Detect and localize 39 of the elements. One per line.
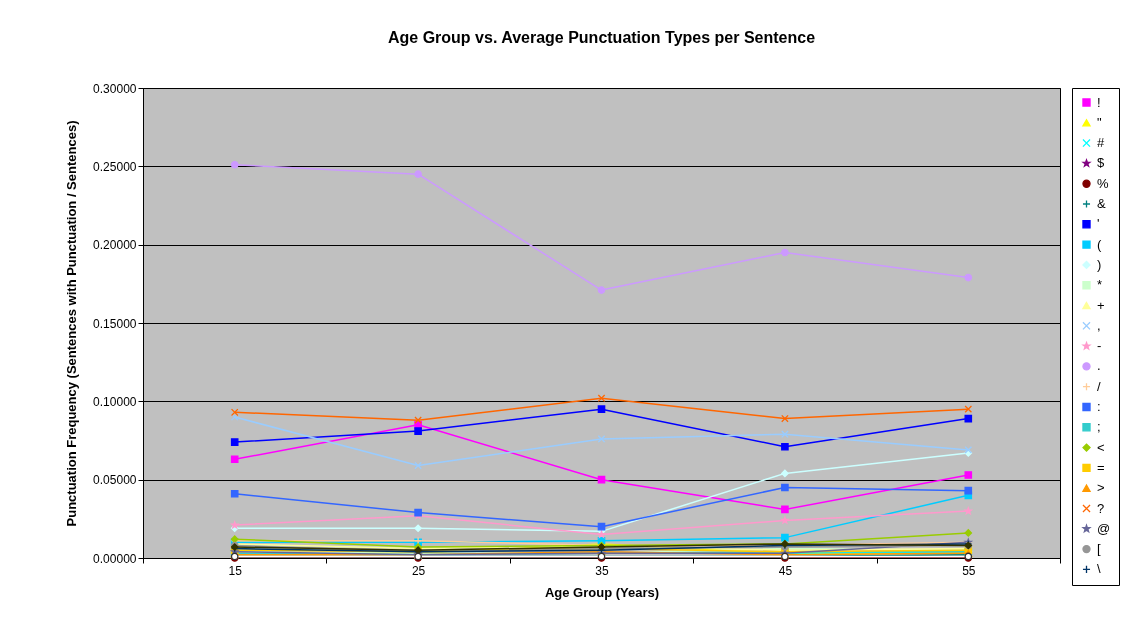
chart-title: Age Group vs. Average Punctuation Types per Sentence: [387, 29, 816, 46]
x-tick-label: 15: [228, 563, 243, 578]
legend-label: .: [1097, 358, 1101, 374]
legend-label: $: [1097, 155, 1105, 171]
legend-label: =: [1097, 459, 1105, 475]
y-tick-label: 0.30000: [93, 81, 137, 96]
y-tick-label: 0.15000: [93, 316, 137, 331]
legend-label: -: [1097, 338, 1102, 354]
y-tick-label: 0.10000: [93, 394, 137, 409]
legend-label: ): [1097, 256, 1102, 272]
legend-label: ,: [1097, 317, 1101, 333]
y-tick-label: 0.05000: [93, 473, 137, 488]
x-tick-label: 55: [962, 563, 976, 578]
legend-label: #: [1097, 135, 1105, 151]
x-axis-title: Age Group (Years): [544, 584, 660, 600]
y-tick-label: 0.25000: [93, 159, 137, 174]
legend-label: [: [1097, 541, 1101, 557]
legend-label: +: [1097, 297, 1105, 313]
x-tick-label: 35: [595, 563, 609, 578]
legend-label: :: [1097, 399, 1101, 414]
legend-label: @: [1097, 520, 1111, 536]
x-tick-label: 25: [411, 563, 426, 578]
y-tick-label: 0.00000: [93, 551, 137, 566]
legend-label: >: [1097, 480, 1105, 496]
legend-label: ;: [1097, 419, 1101, 435]
legend-label: \: [1097, 561, 1101, 577]
legend-label: ?: [1097, 500, 1105, 516]
legend-label: *: [1097, 277, 1103, 293]
legend-label: ': [1097, 216, 1100, 232]
legend-label: <: [1097, 439, 1105, 455]
legend-label: !: [1097, 94, 1101, 110]
legend-label: %: [1097, 175, 1109, 191]
y-tick-label: 0.20000: [93, 238, 137, 253]
legend-label: /: [1097, 378, 1101, 394]
x-tick-label: 45: [778, 563, 793, 578]
y-axis-title: Punctuation Frequency (Sentences with Punctuation / Sentences): [64, 120, 80, 527]
legend-label: ": [1097, 114, 1102, 130]
legend-label: &: [1097, 196, 1106, 211]
legend-label: (: [1097, 236, 1102, 252]
